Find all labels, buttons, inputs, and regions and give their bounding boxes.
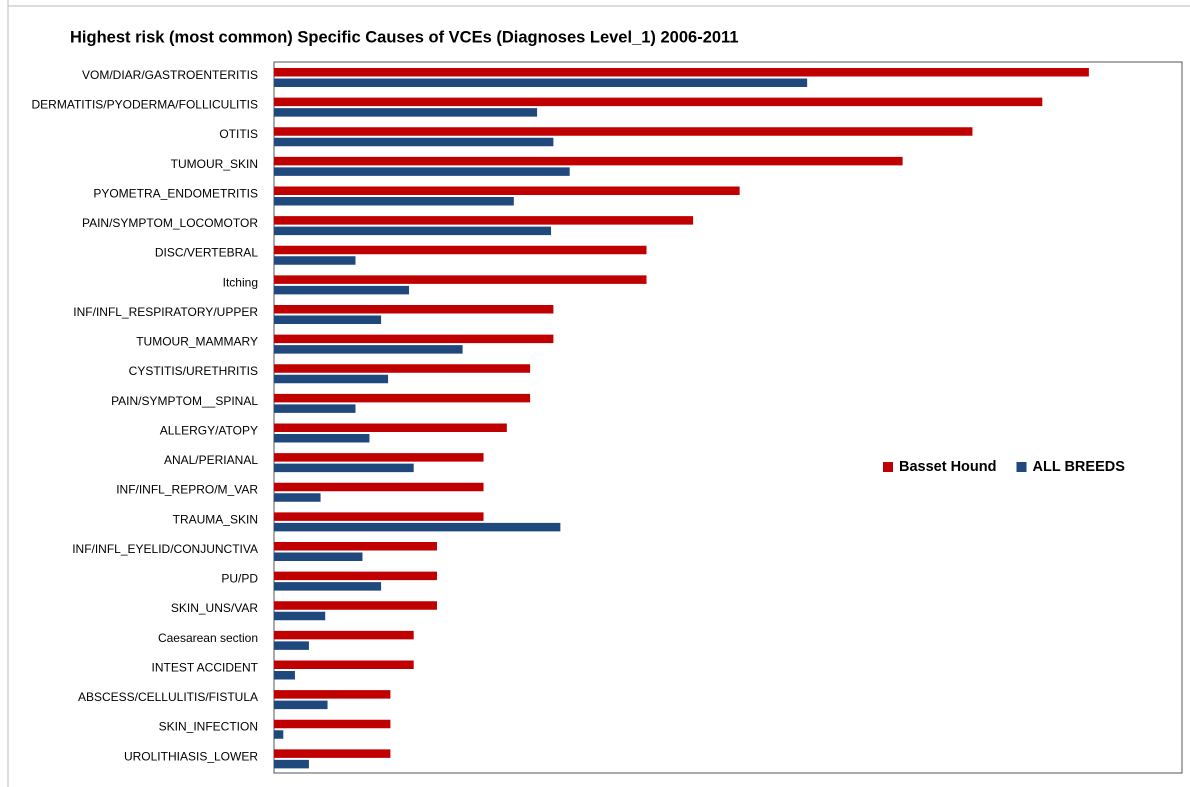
bar — [274, 305, 554, 314]
bar — [274, 197, 514, 206]
y-tick-label: Caesarean section — [158, 631, 258, 645]
chart-title: Highest risk (most common) Specific Caus… — [70, 28, 739, 46]
bar — [274, 690, 391, 699]
legend-swatch — [883, 462, 893, 472]
bar — [274, 226, 552, 236]
bar — [274, 582, 382, 591]
y-tick-label: DERMATITIS/PYODERMA/FOLLICULITIS — [32, 98, 258, 112]
bar — [274, 463, 414, 473]
bar — [274, 275, 647, 284]
y-tick-label: UROLITHIASIS_LOWER — [124, 749, 258, 763]
y-tick-label: INTEST ACCIDENT — [152, 660, 259, 674]
bar — [274, 611, 326, 621]
bar — [274, 108, 538, 117]
bar — [274, 245, 647, 255]
bar — [274, 552, 363, 561]
bar — [274, 423, 507, 432]
y-tick-label: SKIN_UNS/VAR — [171, 601, 258, 615]
legend-label: Basset Hound — [899, 459, 997, 475]
y-tick-label: TRAUMA_SKIN — [173, 512, 258, 526]
bar — [274, 256, 356, 265]
y-tick-label: PAIN/SYMPTOM_LOCOMOTOR — [82, 216, 258, 230]
bar — [274, 512, 484, 521]
bar — [274, 522, 561, 532]
bar — [274, 345, 463, 354]
y-tick-label: INF/INFL_RESPIRATORY/UPPER — [73, 305, 258, 319]
legend-label: ALL BREEDS — [1033, 459, 1126, 475]
bar — [274, 404, 356, 413]
y-tick-label: PU/PD — [221, 572, 258, 586]
y-tick-label: PAIN/SYMPTOM__SPINAL — [111, 394, 258, 408]
bar — [274, 453, 484, 462]
y-tick-label: Itching — [223, 275, 258, 289]
bar — [274, 334, 554, 344]
plot-frame — [273, 61, 1183, 774]
bar — [274, 482, 484, 492]
bar — [274, 393, 531, 403]
bar — [274, 364, 531, 373]
bar — [274, 542, 437, 551]
y-tick-label: ANAL/PERIANAL — [164, 453, 258, 467]
bar — [274, 571, 437, 581]
bar — [274, 630, 414, 640]
bar — [274, 749, 391, 758]
y-tick-label: TUMOUR_MAMMARY — [136, 335, 258, 349]
y-tick-label: CYSTITIS/URETHRITIS — [129, 364, 258, 378]
bar — [274, 719, 391, 729]
bar — [274, 660, 414, 669]
y-tick-label: OTITIS — [219, 127, 258, 141]
bar — [274, 315, 382, 324]
bar — [274, 730, 284, 739]
bar — [274, 601, 437, 610]
y-tick-label: INF/INFL_REPRO/M_VAR — [116, 483, 258, 497]
bar — [274, 285, 410, 295]
legend-swatch — [1016, 462, 1027, 472]
bar — [274, 137, 554, 147]
y-tick-label: INF/INFL_EYELID/CONJUNCTIVA — [72, 542, 258, 556]
y-tick-label: PYOMETRA_ENDOMETRITIS — [93, 186, 258, 200]
y-tick-label: DISC/VERTEBRAL — [155, 246, 258, 260]
y-tick-label: SKIN_INFECTION — [159, 720, 258, 734]
bar — [274, 97, 1043, 107]
bar — [274, 186, 740, 195]
bar — [274, 434, 370, 443]
bar — [274, 374, 389, 384]
bar — [274, 127, 973, 136]
bar — [274, 759, 309, 769]
y-tick-label: VOM/DIAR/GASTROENTERITIS — [82, 68, 258, 82]
y-tick-label: TUMOUR_SKIN — [171, 157, 258, 171]
bar — [274, 641, 309, 650]
bar — [274, 78, 808, 87]
bar — [274, 167, 570, 176]
y-tick-label: ALLERGY/ATOPY — [160, 423, 258, 437]
y-tick-label: ABSCESS/CELLULITIS/FISTULA — [78, 690, 258, 704]
bar — [274, 671, 295, 680]
bar — [274, 700, 328, 710]
bar — [274, 156, 903, 166]
bar — [274, 68, 1089, 77]
bar — [274, 216, 694, 225]
bar — [274, 493, 321, 502]
